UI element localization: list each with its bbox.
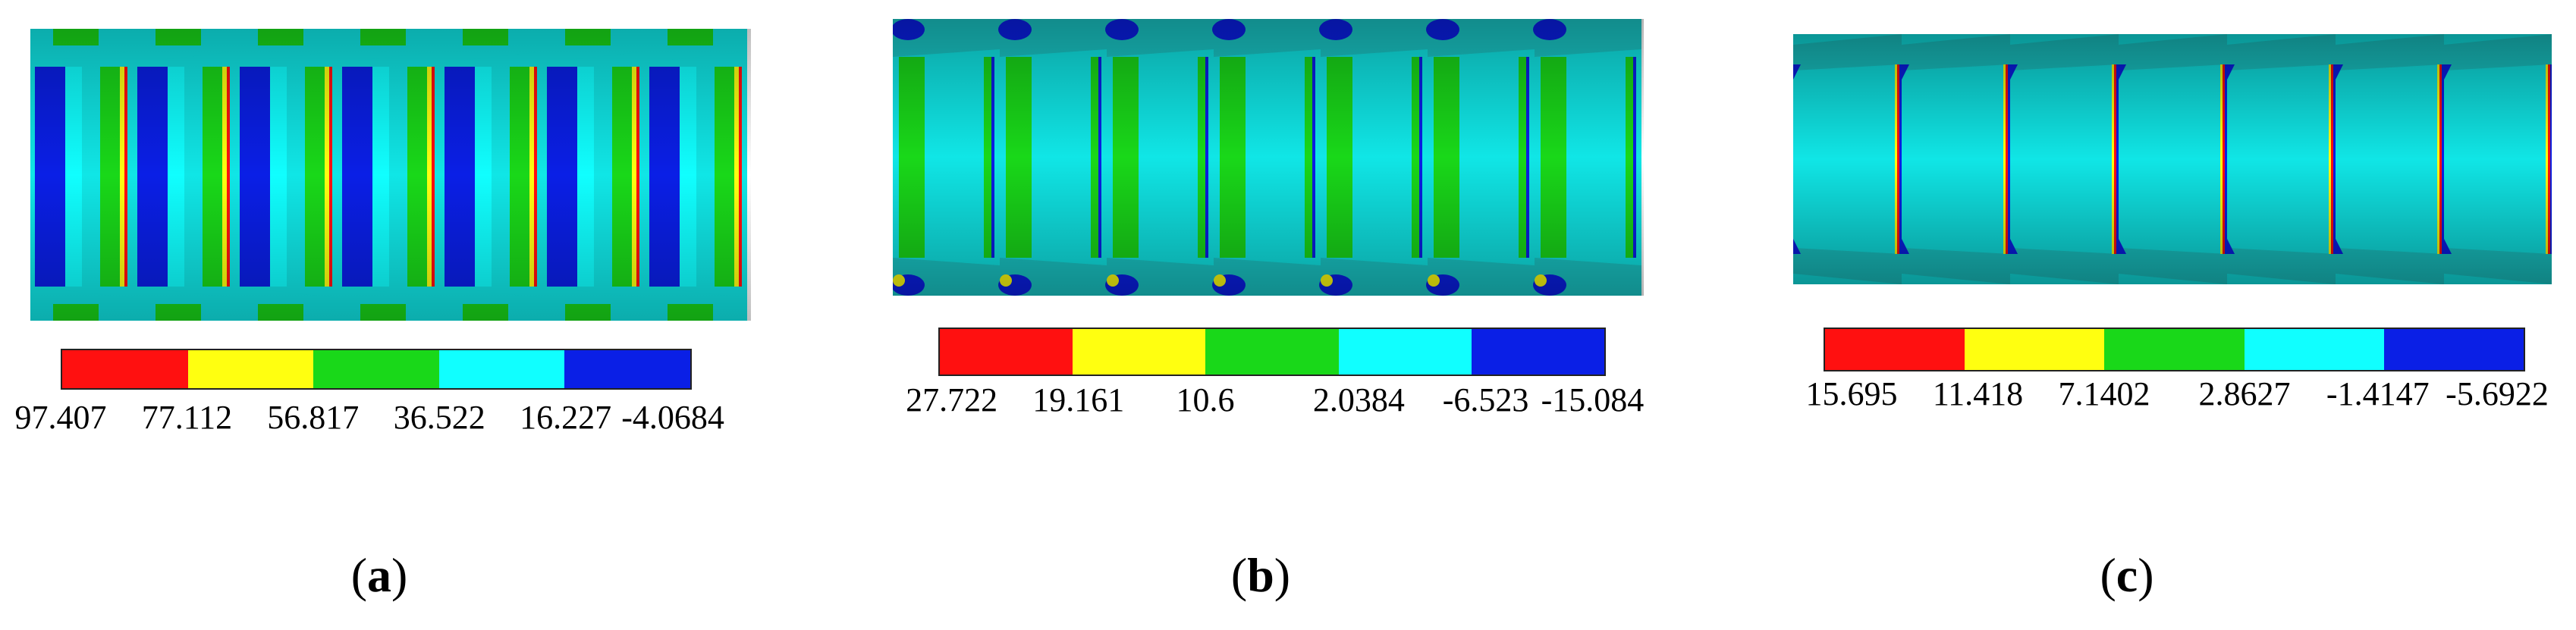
- legend-swatch: [564, 350, 690, 388]
- caption-letter: c: [2116, 548, 2138, 602]
- legend-ticks-c: 15.695 11.418 7.1402 2.8627 -1.4147 -5.6…: [1806, 375, 2549, 420]
- legend-swatch: [438, 350, 565, 388]
- legend-swatch: [1471, 329, 1605, 375]
- legend-tick: -4.0684: [621, 399, 724, 436]
- legend-tick: 2.8627: [2198, 375, 2291, 412]
- panel-caption-b: (b): [1230, 548, 1291, 602]
- legend-swatch: [1073, 329, 1206, 375]
- caption-letter: a: [367, 548, 391, 602]
- legend-tick: -5.6922: [2446, 375, 2549, 412]
- legend-tick: 2.0384: [1312, 381, 1405, 418]
- legend-tick: 10.6: [1176, 381, 1235, 418]
- panel-a: 97.407 77.112 56.817 36.522 16.227 -4.06…: [0, 0, 859, 630]
- legend-swatch: [187, 350, 314, 388]
- legend-swatch: [2383, 329, 2524, 370]
- legend-tick: 27.722: [906, 381, 998, 418]
- legend-swatch: [1205, 329, 1339, 375]
- caption-letter: b: [1247, 548, 1274, 602]
- panel-caption-a: (a): [350, 548, 408, 602]
- legend-tick: 77.112: [141, 399, 233, 436]
- color-legend-c: [1824, 328, 2525, 371]
- color-legend-b: [938, 328, 1606, 376]
- legend-swatch: [940, 329, 1073, 375]
- legend-swatch: [1965, 329, 2105, 370]
- stress-contour-a: [30, 29, 751, 321]
- legend-ticks-b: 27.722 19.161 10.6 2.0384 -6.523 -15.084: [906, 381, 1644, 426]
- legend-tick: 11.418: [1932, 375, 2024, 412]
- legend-swatch: [1825, 329, 1965, 370]
- legend-swatch: [2244, 329, 2384, 370]
- legend-tick: 19.161: [1032, 381, 1125, 418]
- stress-contour-c: [1793, 34, 2552, 284]
- legend-swatch: [1338, 329, 1472, 375]
- legend-swatch: [313, 350, 439, 388]
- legend-tick: -1.4147: [2326, 375, 2430, 412]
- legend-tick: 16.227: [520, 399, 612, 436]
- legend-swatch: [2104, 329, 2245, 370]
- legend-tick: 97.407: [14, 399, 107, 436]
- legend-tick: -15.084: [1541, 381, 1645, 418]
- legend-tick: 56.817: [267, 399, 360, 436]
- legend-tick: 36.522: [393, 399, 485, 436]
- stress-contour-b: [893, 19, 1644, 296]
- legend-swatch: [62, 350, 188, 388]
- legend-tick: -6.523: [1442, 381, 1529, 418]
- panel-caption-c: (c): [2100, 548, 2154, 602]
- color-legend-a: [61, 349, 692, 390]
- panel-b: 27.722 19.161 10.6 2.0384 -6.523 -15.084…: [859, 0, 1717, 630]
- legend-ticks-a: 97.407 77.112 56.817 36.522 16.227 -4.06…: [15, 398, 724, 444]
- legend-tick: 7.1402: [2058, 375, 2150, 412]
- panel-c: 15.695 11.418 7.1402 2.8627 -1.4147 -5.6…: [1717, 0, 2576, 630]
- legend-tick: 15.695: [1805, 375, 1898, 412]
